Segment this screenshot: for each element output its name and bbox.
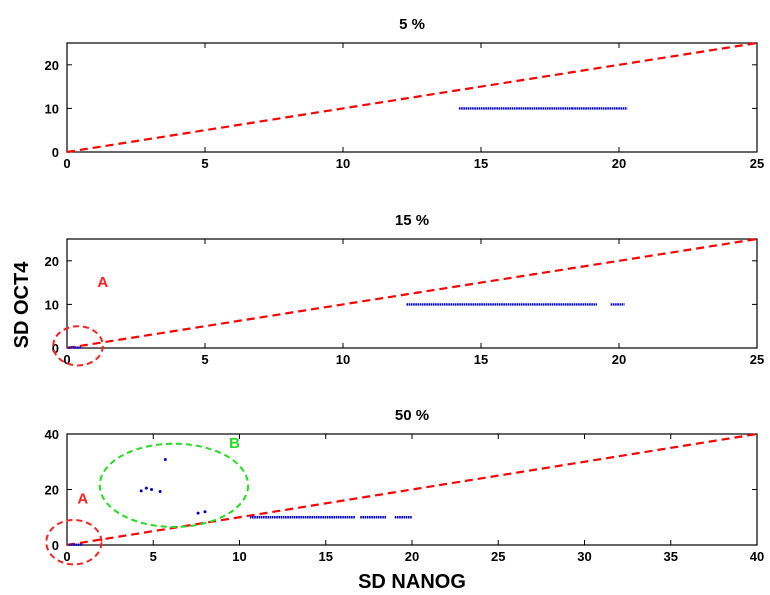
x-tick-label: 0	[63, 549, 70, 564]
data-point	[139, 489, 143, 493]
x-tick-label: 5	[201, 352, 208, 367]
y-tick-label: 10	[45, 101, 59, 116]
y-tick-label: 0	[52, 538, 59, 553]
annotation-ellipse-A	[45, 519, 103, 566]
annotation-label-A: A	[77, 490, 88, 507]
data-point	[196, 511, 200, 515]
x-tick-label: 20	[405, 549, 419, 564]
data-point	[203, 510, 207, 514]
annotation-label-B: B	[229, 435, 240, 452]
x-tick-label: 30	[577, 549, 591, 564]
panel-2: 15 % 0 5 10 15 20 25 0 10 20 A	[45, 212, 765, 367]
data-point	[144, 486, 148, 490]
y-tick-label: 20	[45, 483, 59, 498]
x-tick-label: 15	[474, 156, 488, 171]
y-tick-label: 10	[45, 297, 59, 312]
x-axis-label: SD NANOG	[358, 571, 466, 593]
x-tick-label: 10	[336, 352, 350, 367]
y-axis-label: SD OCT4	[11, 261, 33, 349]
panel-3: 50 % 0 5 10 15 20 25 30 35 40 0 20 40 A B	[45, 407, 764, 566]
y-tick-label: 40	[45, 427, 59, 442]
x-tick-label: 20	[612, 156, 626, 171]
x-tick-label: 10	[232, 549, 246, 564]
x-tick-label: 25	[491, 549, 505, 564]
diagonal-reference-line	[66, 41, 758, 154]
panel-title: 5 %	[399, 16, 425, 33]
panel-title: 15 %	[395, 212, 429, 229]
panel-title: 50 %	[395, 407, 429, 424]
diagonal-reference-line	[66, 432, 758, 547]
x-tick-label: 0	[63, 352, 70, 367]
data-point	[163, 458, 167, 462]
annotation-ellipse-A	[52, 325, 104, 367]
x-tick-label: 25	[750, 156, 764, 171]
data-point	[150, 488, 154, 491]
x-tick-label: 25	[750, 352, 764, 367]
x-tick-label: 5	[150, 549, 157, 564]
y-tick-label: 0	[52, 341, 59, 356]
axes-box	[66, 42, 758, 153]
x-tick-label: 20	[612, 352, 626, 367]
x-tick-label: 35	[664, 549, 678, 564]
y-tick-label: 20	[45, 58, 59, 73]
annotation-label-A: A	[97, 274, 108, 291]
y-tick-label: 0	[52, 145, 59, 160]
x-tick-label: 15	[319, 549, 333, 564]
annotation-ellipse-B	[98, 442, 250, 528]
x-tick-label: 5	[201, 156, 208, 171]
x-tick-label: 10	[336, 156, 350, 171]
x-tick-label: 0	[63, 156, 70, 171]
diagonal-reference-line	[66, 237, 758, 350]
panel-1: 5 % 0 5 10 15 20 25 0 10 20	[45, 16, 765, 171]
y-tick-label: 20	[45, 254, 59, 269]
x-tick-label: 15	[474, 352, 488, 367]
data-point	[158, 489, 162, 493]
axes-box	[66, 238, 758, 349]
x-tick-label: 40	[750, 549, 764, 564]
